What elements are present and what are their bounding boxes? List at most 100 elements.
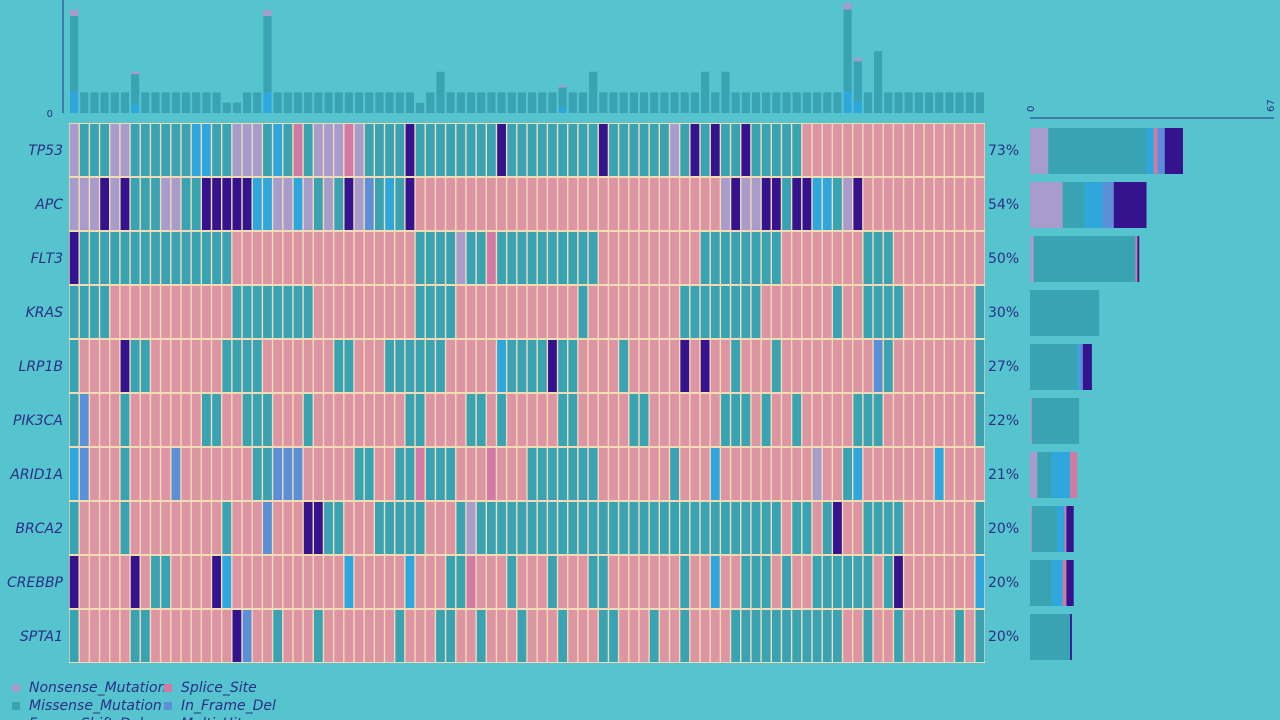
grid-cell-flt3-61 (690, 232, 700, 284)
top-bar-83 (914, 92, 923, 113)
grid-cell-crebbp-1 (79, 556, 89, 608)
grid-cell-apc-15 (222, 178, 232, 230)
grid-cell-tp53-5 (120, 124, 130, 176)
grid-cell-kras-48 (558, 286, 568, 338)
grid-cell-lrp1b-4 (110, 340, 120, 392)
grid-cell-brca2-51 (588, 502, 598, 554)
side-bar-axis: 0 67 (1026, 99, 1277, 119)
grid-cell-tp53-81 (894, 124, 903, 176)
grid-cell-lrp1b-44 (517, 340, 527, 392)
grid-cell-pik3ca-17 (242, 394, 252, 446)
grid-cell-spta1-18 (252, 610, 262, 662)
grid-cell-spta1-11 (181, 610, 191, 662)
grid-cell-apc-77 (853, 178, 863, 230)
grid-cell-flt3-35 (425, 232, 435, 284)
grid-cell-tp53-47 (548, 124, 557, 176)
grid-cell-pik3ca-66 (741, 394, 751, 446)
grid-cell-kras-53 (609, 286, 618, 338)
grid-cell-spta1-19 (263, 610, 272, 662)
grid-cell-tp53-45 (527, 124, 537, 176)
grid-cell-tp53-39 (466, 124, 476, 176)
grid-cell-lrp1b-9 (161, 340, 171, 392)
grid-cell-lrp1b-18 (252, 340, 262, 392)
grid-cell-crebbp-7 (140, 556, 150, 608)
grid-cell-tp53-87 (955, 124, 964, 176)
grid-cell-pik3ca-75 (833, 394, 842, 446)
grid-cell-brca2-4 (110, 502, 120, 554)
grid-cell-spta1-69 (771, 610, 781, 662)
grid-cell-crebbp-65 (731, 556, 741, 608)
grid-cell-apc-24 (313, 178, 323, 230)
grid-cell-lrp1b-57 (649, 340, 659, 392)
grid-cell-arid1a-53 (609, 448, 618, 500)
grid-cell-tp53-23 (303, 124, 313, 176)
grid-cell-spta1-30 (375, 610, 384, 662)
grid-cell-arid1a-5 (120, 448, 130, 500)
top-bar-64 (721, 71, 730, 113)
grid-cell-kras-54 (619, 286, 629, 338)
grid-cell-spta1-51 (588, 610, 598, 662)
top-bar-79 (874, 51, 883, 113)
grid-cell-apc-71 (792, 178, 802, 230)
grid-cell-kras-80 (883, 286, 893, 338)
grid-cell-crebbp-38 (456, 556, 466, 608)
grid-cell-lrp1b-74 (822, 340, 832, 392)
grid-cell-lrp1b-60 (680, 340, 690, 392)
grid-cell-brca2-30 (375, 502, 384, 554)
grid-cell-lrp1b-55 (629, 340, 639, 392)
grid-cell-brca2-53 (609, 502, 618, 554)
grid-cell-apc-60 (680, 178, 690, 230)
grid-cell-arid1a-29 (364, 448, 374, 500)
grid-cell-pik3ca-83 (914, 394, 924, 446)
top-bar-19 (263, 9, 272, 93)
grid-cell-arid1a-38 (456, 448, 466, 500)
grid-cell-crebbp-32 (395, 556, 405, 608)
grid-cell-tp53-72 (802, 124, 812, 176)
grid-cell-brca2-37 (446, 502, 456, 554)
top-bar-58 (660, 92, 669, 113)
grid-cell-kras-1 (79, 286, 89, 338)
grid-cell-flt3-30 (375, 232, 384, 284)
grid-cell-tp53-3 (100, 124, 110, 176)
grid-cell-arid1a-40 (476, 448, 486, 500)
grid-cell-arid1a-13 (202, 448, 211, 500)
grid-cell-tp53-1 (79, 124, 89, 176)
grid-cell-apc-52 (598, 178, 608, 230)
grid-cell-kras-21 (283, 286, 293, 338)
grid-cell-lrp1b-83 (914, 340, 924, 392)
top-bar-24 (314, 92, 323, 113)
top-bar-38 (456, 92, 465, 113)
top-bar-30 (375, 92, 384, 113)
grid-cell-tp53-4 (110, 124, 120, 176)
grid-cell-flt3-7 (140, 232, 150, 284)
grid-cell-flt3-75 (833, 232, 842, 284)
grid-cell-brca2-65 (731, 502, 741, 554)
grid-cell-kras-43 (507, 286, 517, 338)
top-bar-27 (344, 92, 353, 113)
gene-label-tp53: TP53 (28, 143, 63, 159)
grid-cell-lrp1b-6 (130, 340, 140, 392)
grid-background (69, 123, 985, 663)
grid-cell-flt3-72 (802, 232, 812, 284)
grid-cell-lrp1b-5 (120, 340, 130, 392)
grid-cell-tp53-66 (741, 124, 751, 176)
grid-cell-flt3-34 (415, 232, 425, 284)
grid-cell-tp53-27 (344, 124, 354, 176)
grid-cell-flt3-23 (303, 232, 313, 284)
grid-cell-flt3-54 (619, 232, 629, 284)
grid-cell-flt3-8 (151, 232, 160, 284)
grid-cell-kras-18 (252, 286, 262, 338)
grid-cell-flt3-5 (120, 232, 130, 284)
grid-cell-tp53-51 (588, 124, 598, 176)
grid-cell-spta1-33 (405, 610, 415, 662)
grid-cell-kras-31 (385, 286, 394, 338)
top-bar-plot (70, 3, 984, 113)
grid-cell-apc-49 (568, 178, 578, 230)
grid-cell-crebbp-21 (283, 556, 293, 608)
grid-cell-spta1-43 (507, 610, 517, 662)
grid-cell-brca2-33 (405, 502, 415, 554)
grid-cell-lrp1b-69 (771, 340, 781, 392)
grid-cell-brca2-66 (741, 502, 751, 554)
side-bar-brca2-multi_hit (1066, 506, 1074, 552)
grid-cell-lrp1b-53 (609, 340, 618, 392)
